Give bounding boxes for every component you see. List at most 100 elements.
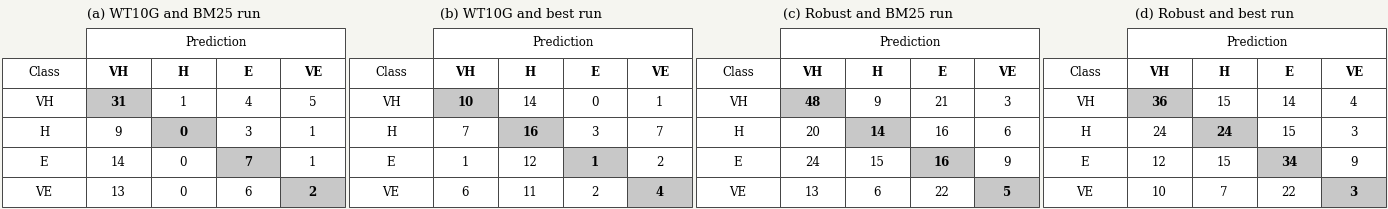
Bar — [1, 58, 86, 88]
Text: VE: VE — [1077, 186, 1094, 199]
Bar — [151, 88, 215, 117]
Text: E: E — [590, 66, 600, 79]
Bar — [909, 88, 974, 117]
Text: VE: VE — [36, 186, 53, 199]
Bar — [1256, 147, 1321, 177]
Text: (d) Robust and best run: (d) Robust and best run — [1135, 8, 1294, 20]
Text: 16: 16 — [934, 126, 949, 139]
Bar — [627, 177, 693, 207]
Text: 4: 4 — [244, 96, 251, 109]
Bar — [845, 147, 909, 177]
Bar — [348, 177, 433, 207]
Text: 1: 1 — [657, 96, 663, 109]
Bar — [695, 58, 780, 88]
Text: 12: 12 — [523, 156, 537, 169]
Text: 20: 20 — [805, 126, 820, 139]
Bar — [909, 58, 974, 88]
Bar — [215, 147, 280, 177]
Bar — [1192, 117, 1256, 147]
Bar — [1042, 147, 1127, 177]
Text: 10: 10 — [458, 96, 473, 109]
Text: H: H — [1219, 66, 1230, 79]
Text: 0: 0 — [179, 186, 187, 199]
Bar — [86, 117, 151, 147]
Bar — [433, 88, 498, 117]
Text: VE: VE — [998, 66, 1016, 79]
Text: 4: 4 — [655, 186, 663, 199]
Text: 7: 7 — [244, 156, 253, 169]
Bar — [348, 88, 433, 117]
Text: 10: 10 — [1152, 186, 1167, 199]
Text: 48: 48 — [805, 96, 820, 109]
Bar — [498, 58, 562, 88]
Text: E: E — [1284, 66, 1294, 79]
Bar — [1, 147, 86, 177]
Text: H: H — [733, 126, 743, 139]
Text: 1: 1 — [591, 156, 600, 169]
Bar — [1042, 58, 1127, 88]
Text: 3: 3 — [244, 126, 251, 139]
Bar — [498, 117, 562, 147]
Bar — [433, 28, 693, 58]
Text: VE: VE — [383, 186, 400, 199]
Text: 2: 2 — [657, 156, 663, 169]
Bar — [780, 58, 845, 88]
Bar — [86, 147, 151, 177]
Bar — [151, 117, 215, 147]
Bar — [909, 147, 974, 177]
Bar — [627, 88, 693, 117]
Text: H: H — [872, 66, 883, 79]
Text: VH: VH — [108, 66, 129, 79]
Text: 6: 6 — [1004, 126, 1010, 139]
Bar — [1192, 88, 1256, 117]
Text: 6: 6 — [873, 186, 881, 199]
Text: H: H — [178, 66, 189, 79]
Bar — [280, 177, 346, 207]
Bar — [1321, 177, 1387, 207]
Bar — [974, 58, 1040, 88]
Text: VH: VH — [382, 96, 401, 109]
Text: VE: VE — [1345, 66, 1363, 79]
Text: E: E — [1081, 156, 1090, 169]
Text: 15: 15 — [1217, 156, 1231, 169]
Text: 6: 6 — [462, 186, 469, 199]
Bar — [1127, 147, 1192, 177]
Bar — [1192, 147, 1256, 177]
Text: (c) Robust and BM25 run: (c) Robust and BM25 run — [783, 8, 952, 20]
Bar — [562, 88, 627, 117]
Bar — [151, 58, 215, 88]
Text: VE: VE — [651, 66, 669, 79]
Text: 14: 14 — [523, 96, 537, 109]
Text: 11: 11 — [523, 186, 537, 199]
Text: Prediction: Prediction — [879, 36, 940, 49]
Text: 7: 7 — [1220, 186, 1228, 199]
Bar — [974, 177, 1040, 207]
Text: 14: 14 — [111, 156, 126, 169]
Bar — [215, 177, 280, 207]
Bar — [845, 177, 909, 207]
Text: 7: 7 — [462, 126, 469, 139]
Text: 36: 36 — [1151, 96, 1167, 109]
Bar — [562, 58, 627, 88]
Bar — [1042, 88, 1127, 117]
Bar — [780, 28, 1040, 58]
Bar — [627, 117, 693, 147]
Text: H: H — [39, 126, 49, 139]
Bar — [909, 177, 974, 207]
Text: 5: 5 — [1002, 186, 1010, 199]
Bar — [498, 177, 562, 207]
Text: VH: VH — [1149, 66, 1170, 79]
Bar — [845, 117, 909, 147]
Text: 21: 21 — [934, 96, 949, 109]
Bar — [86, 88, 151, 117]
Bar — [498, 147, 562, 177]
Text: 1: 1 — [310, 126, 316, 139]
Bar — [780, 177, 845, 207]
Bar — [433, 147, 498, 177]
Text: 3: 3 — [1004, 96, 1010, 109]
Bar — [1042, 177, 1127, 207]
Text: Prediction: Prediction — [532, 36, 593, 49]
Text: 34: 34 — [1281, 156, 1298, 169]
Text: 24: 24 — [1152, 126, 1167, 139]
Bar — [909, 117, 974, 147]
